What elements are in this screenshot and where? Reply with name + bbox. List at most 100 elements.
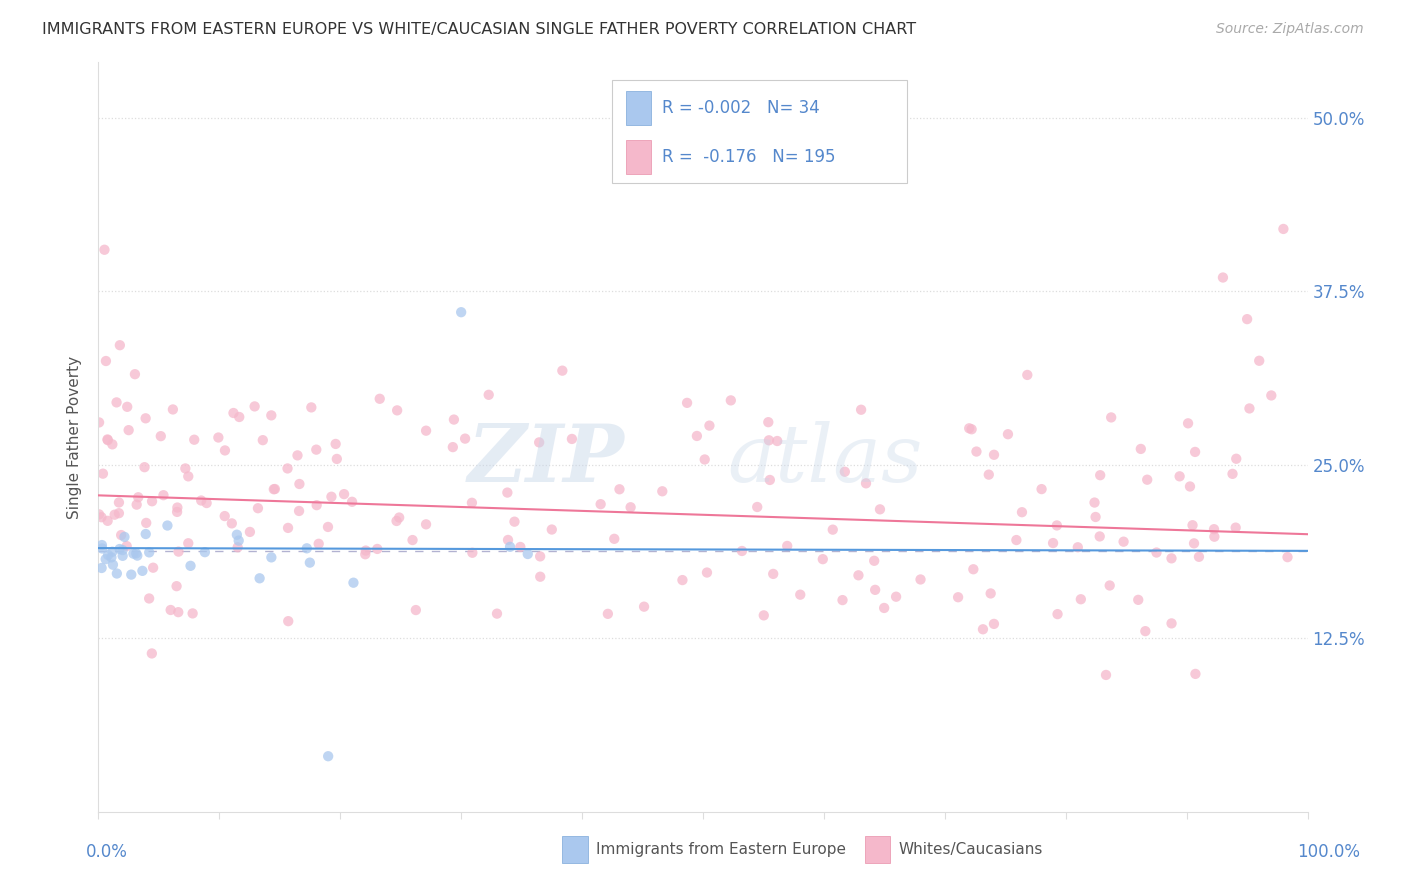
Point — [252, 433, 274, 447]
Point — [1184, 666, 1206, 681]
Point — [325, 437, 347, 451]
Point — [1222, 467, 1244, 481]
Point — [1182, 536, 1205, 550]
Point — [131, 564, 153, 578]
Point — [972, 622, 994, 636]
Point — [696, 566, 718, 580]
Point — [87, 508, 110, 522]
Point — [366, 541, 388, 556]
Point — [326, 451, 349, 466]
Point — [118, 423, 141, 437]
Point — [115, 400, 138, 414]
Point — [214, 443, 236, 458]
Point — [305, 498, 328, 512]
Point — [277, 614, 299, 628]
Point — [141, 647, 163, 661]
Point — [676, 396, 699, 410]
Text: atlas: atlas — [727, 421, 922, 499]
Point — [603, 532, 626, 546]
Point — [162, 402, 184, 417]
Point — [752, 608, 775, 623]
Text: Whites/Caucasians: Whites/Caucasians — [898, 842, 1043, 856]
Point — [385, 514, 408, 528]
Point — [762, 566, 785, 581]
Point — [1070, 592, 1092, 607]
Point — [159, 603, 181, 617]
Point — [1128, 592, 1150, 607]
Point — [190, 493, 212, 508]
Point — [1236, 312, 1258, 326]
Point — [305, 442, 328, 457]
Point — [108, 495, 131, 509]
Point — [1178, 479, 1201, 493]
Point — [589, 497, 612, 511]
Point — [354, 543, 377, 558]
Point — [166, 500, 188, 515]
Text: 100.0%: 100.0% — [1298, 843, 1360, 861]
Point — [509, 540, 531, 554]
Point — [263, 482, 285, 496]
Point — [960, 422, 983, 436]
Point — [789, 588, 811, 602]
Point — [1112, 534, 1135, 549]
Point — [980, 586, 1002, 600]
Point — [166, 505, 188, 519]
Point — [731, 544, 754, 558]
Point — [884, 590, 907, 604]
Point — [1225, 451, 1247, 466]
Point — [135, 516, 157, 530]
Point — [1181, 518, 1204, 533]
Text: ZIP: ZIP — [468, 421, 624, 499]
Point — [138, 591, 160, 606]
Point — [125, 498, 148, 512]
Point — [1249, 353, 1271, 368]
Point — [821, 523, 844, 537]
Point — [1184, 445, 1206, 459]
Point — [115, 539, 138, 553]
Point — [96, 433, 118, 447]
Point — [1160, 616, 1182, 631]
Point — [260, 550, 283, 565]
Point — [855, 476, 877, 491]
Point — [910, 573, 932, 587]
Point — [239, 524, 262, 539]
Point — [385, 403, 408, 417]
Point — [983, 448, 1005, 462]
Point — [149, 429, 172, 443]
Point — [516, 547, 538, 561]
Point — [101, 558, 124, 572]
Point — [228, 409, 250, 424]
Point — [1136, 473, 1159, 487]
Point — [90, 538, 112, 552]
Point — [1135, 624, 1157, 639]
Point — [101, 545, 124, 559]
Point — [97, 548, 120, 562]
Point — [194, 545, 217, 559]
Point — [869, 502, 891, 516]
Point — [111, 543, 134, 558]
Point — [1084, 510, 1107, 524]
Point — [693, 452, 716, 467]
Point — [1005, 533, 1028, 547]
Point — [246, 501, 269, 516]
Point — [1225, 520, 1247, 534]
Text: 0.0%: 0.0% — [86, 843, 128, 861]
Point — [450, 305, 472, 319]
Point — [443, 412, 465, 426]
Point — [997, 427, 1019, 442]
Point — [299, 401, 322, 415]
Point — [138, 545, 160, 559]
Point — [609, 483, 631, 497]
Text: IMMIGRANTS FROM EASTERN EUROPE VS WHITE/CAUCASIAN SINGLE FATHER POVERTY CORRELAT: IMMIGRANTS FROM EASTERN EUROPE VS WHITE/… — [42, 22, 917, 37]
Point — [1088, 529, 1111, 543]
Point — [1177, 417, 1199, 431]
Point — [100, 550, 122, 565]
Point — [1146, 545, 1168, 559]
Point — [108, 338, 131, 352]
Point — [308, 537, 330, 551]
Point — [156, 518, 179, 533]
Point — [105, 395, 128, 409]
Point — [260, 409, 283, 423]
Point — [340, 495, 363, 509]
Point — [225, 527, 247, 541]
